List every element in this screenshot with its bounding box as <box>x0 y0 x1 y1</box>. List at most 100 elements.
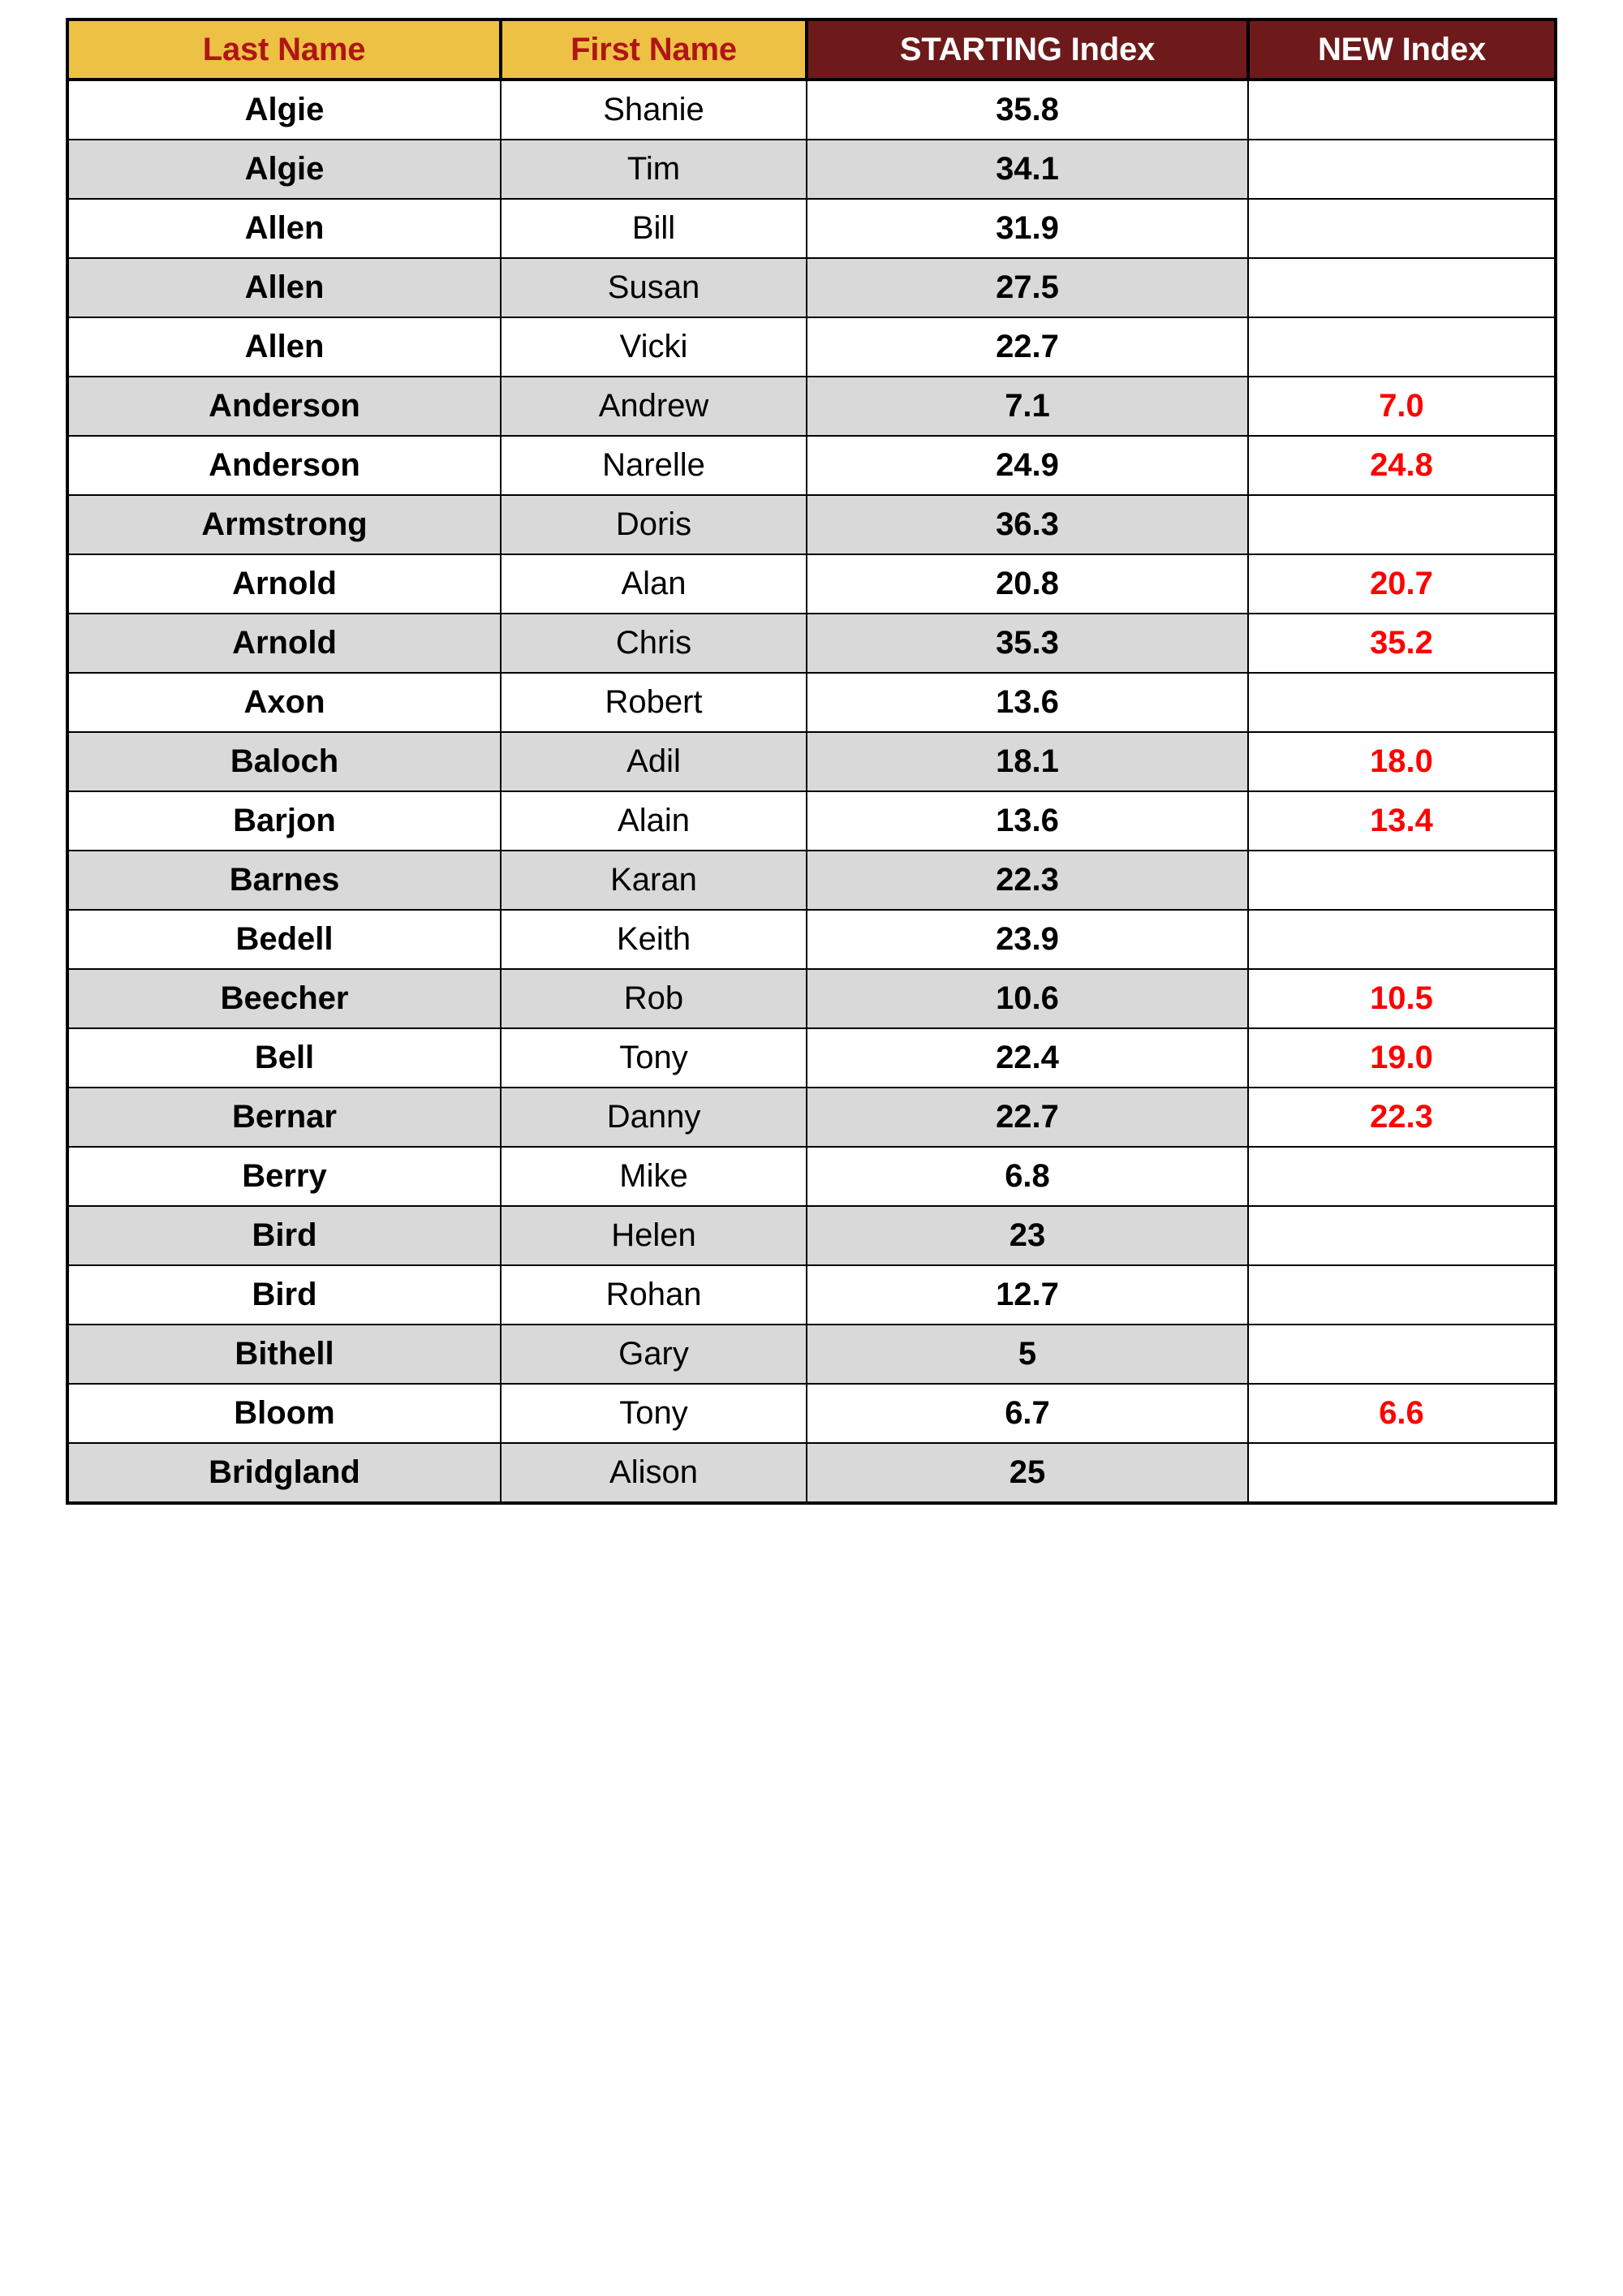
table-row[interactable]: Barjon Alain 13.6 13.4 <box>67 790 1556 851</box>
cell-first-name: Chris <box>500 613 807 674</box>
cell-last-name: Arnold <box>67 554 502 614</box>
column-header-last-name[interactable]: Last Name <box>66 18 502 81</box>
table-row[interactable]: Barnes Karan 22.3 <box>67 850 1556 911</box>
cell-last-name: Bloom <box>67 1383 502 1444</box>
column-header-starting-index[interactable]: STARTING Index <box>805 18 1250 81</box>
cell-new-index <box>1247 1442 1556 1505</box>
cell-starting-index: 25 <box>806 1442 1249 1505</box>
table-row[interactable]: Axon Robert 13.6 <box>67 672 1556 733</box>
cell-starting-index: 24.9 <box>806 435 1249 496</box>
cell-first-name: Rohan <box>500 1264 807 1325</box>
cell-starting-index: 18.1 <box>806 731 1249 792</box>
table-row[interactable]: Bloom Tony 6.7 6.6 <box>67 1383 1556 1444</box>
table-row[interactable]: Anderson Narelle 24.9 24.8 <box>67 435 1556 496</box>
cell-new-index: 6.6 <box>1247 1383 1556 1444</box>
cell-last-name: Bell <box>67 1027 502 1088</box>
table-row[interactable]: Allen Susan 27.5 <box>67 257 1556 318</box>
table-row[interactable]: Arnold Alan 20.8 20.7 <box>67 554 1556 614</box>
cell-starting-index: 13.6 <box>806 672 1249 733</box>
cell-first-name: Tony <box>500 1027 807 1088</box>
table-row[interactable]: Berry Mike 6.8 <box>67 1146 1556 1207</box>
cell-new-index <box>1247 1146 1556 1207</box>
cell-new-index <box>1247 1205 1556 1266</box>
cell-new-index: 13.4 <box>1247 790 1556 851</box>
cell-new-index <box>1247 494 1556 555</box>
table-row[interactable]: Arnold Chris 35.3 35.2 <box>67 613 1556 674</box>
table-row[interactable]: Allen Bill 31.9 <box>67 198 1556 259</box>
cell-new-index: 18.0 <box>1247 731 1556 792</box>
table-header-row: Last Name First Name STARTING Index NEW … <box>66 18 1557 81</box>
cell-first-name: Keith <box>500 909 807 970</box>
table-row[interactable]: Beecher Rob 10.6 10.5 <box>67 968 1556 1029</box>
cell-new-index <box>1247 1324 1556 1385</box>
cell-new-index: 19.0 <box>1247 1027 1556 1088</box>
cell-first-name: Andrew <box>500 376 807 437</box>
cell-first-name: Alain <box>500 790 807 851</box>
index-comparison-table: Last Name First Name STARTING Index NEW … <box>66 18 1557 1505</box>
cell-first-name: Shanie <box>500 79 807 140</box>
table-row[interactable]: Bridgland Alison 25 <box>67 1442 1556 1505</box>
table-row[interactable]: Bird Helen 23 <box>67 1205 1556 1266</box>
cell-starting-index: 6.8 <box>806 1146 1249 1207</box>
cell-new-index: 7.0 <box>1247 376 1556 437</box>
cell-last-name: Barjon <box>67 790 502 851</box>
cell-last-name: Allen <box>67 317 502 377</box>
table-row[interactable]: Allen Vicki 22.7 <box>67 317 1556 377</box>
cell-last-name: Arnold <box>67 613 502 674</box>
table-row[interactable]: Baloch Adil 18.1 18.0 <box>67 731 1556 792</box>
cell-first-name: Robert <box>500 672 807 733</box>
column-header-first-name[interactable]: First Name <box>499 18 808 81</box>
cell-first-name: Alan <box>500 554 807 614</box>
table-row[interactable]: Anderson Andrew 7.1 7.0 <box>67 376 1556 437</box>
table-row[interactable]: Bernar Danny 22.7 22.3 <box>67 1087 1556 1148</box>
cell-new-index: 10.5 <box>1247 968 1556 1029</box>
column-header-new-index[interactable]: NEW Index <box>1246 18 1557 81</box>
cell-starting-index: 35.8 <box>806 79 1249 140</box>
cell-first-name: Adil <box>500 731 807 792</box>
cell-last-name: Algie <box>67 139 502 200</box>
cell-starting-index: 5 <box>806 1324 1249 1385</box>
cell-starting-index: 22.7 <box>806 1087 1249 1148</box>
cell-first-name: Doris <box>500 494 807 555</box>
cell-new-index: 22.3 <box>1247 1087 1556 1148</box>
cell-first-name: Mike <box>500 1146 807 1207</box>
cell-last-name: Bithell <box>67 1324 502 1385</box>
table-row[interactable]: Bithell Gary 5 <box>67 1324 1556 1385</box>
cell-starting-index: 31.9 <box>806 198 1249 259</box>
cell-last-name: Bird <box>67 1205 502 1266</box>
table-body: Algie Shanie 35.8 Algie Tim 34.1 Allen Bill 31.9… <box>67 79 1556 1505</box>
cell-first-name: Vicki <box>500 317 807 377</box>
table-row[interactable]: Bird Rohan 12.7 <box>67 1264 1556 1325</box>
cell-new-index <box>1247 257 1556 318</box>
cell-starting-index: 20.8 <box>806 554 1249 614</box>
cell-first-name: Tony <box>500 1383 807 1444</box>
table-header: Last Name First Name STARTING Index NEW … <box>66 18 1557 81</box>
cell-starting-index: 12.7 <box>806 1264 1249 1325</box>
cell-last-name: Anderson <box>67 435 502 496</box>
cell-new-index <box>1247 139 1556 200</box>
cell-starting-index: 23.9 <box>806 909 1249 970</box>
cell-first-name: Bill <box>500 198 807 259</box>
cell-new-index <box>1247 79 1556 140</box>
table-row[interactable]: Bell Tony 22.4 19.0 <box>67 1027 1556 1088</box>
cell-last-name: Bridgland <box>67 1442 502 1505</box>
cell-new-index <box>1247 317 1556 377</box>
cell-starting-index: 23 <box>806 1205 1249 1266</box>
table-row[interactable]: Bedell Keith 23.9 <box>67 909 1556 970</box>
cell-last-name: Bird <box>67 1264 502 1325</box>
cell-last-name: Beecher <box>67 968 502 1029</box>
cell-new-index <box>1247 850 1556 911</box>
table-row[interactable]: Algie Tim 34.1 <box>67 139 1556 200</box>
cell-starting-index: 13.6 <box>806 790 1249 851</box>
cell-first-name: Alison <box>500 1442 807 1505</box>
cell-new-index: 20.7 <box>1247 554 1556 614</box>
cell-last-name: Bedell <box>67 909 502 970</box>
cell-new-index: 35.2 <box>1247 613 1556 674</box>
table-row[interactable]: Armstrong Doris 36.3 <box>67 494 1556 555</box>
cell-starting-index: 22.4 <box>806 1027 1249 1088</box>
cell-last-name: Bernar <box>67 1087 502 1148</box>
cell-last-name: Anderson <box>67 376 502 437</box>
table-row[interactable]: Algie Shanie 35.8 <box>67 79 1556 140</box>
cell-last-name: Axon <box>67 672 502 733</box>
cell-first-name: Rob <box>500 968 807 1029</box>
